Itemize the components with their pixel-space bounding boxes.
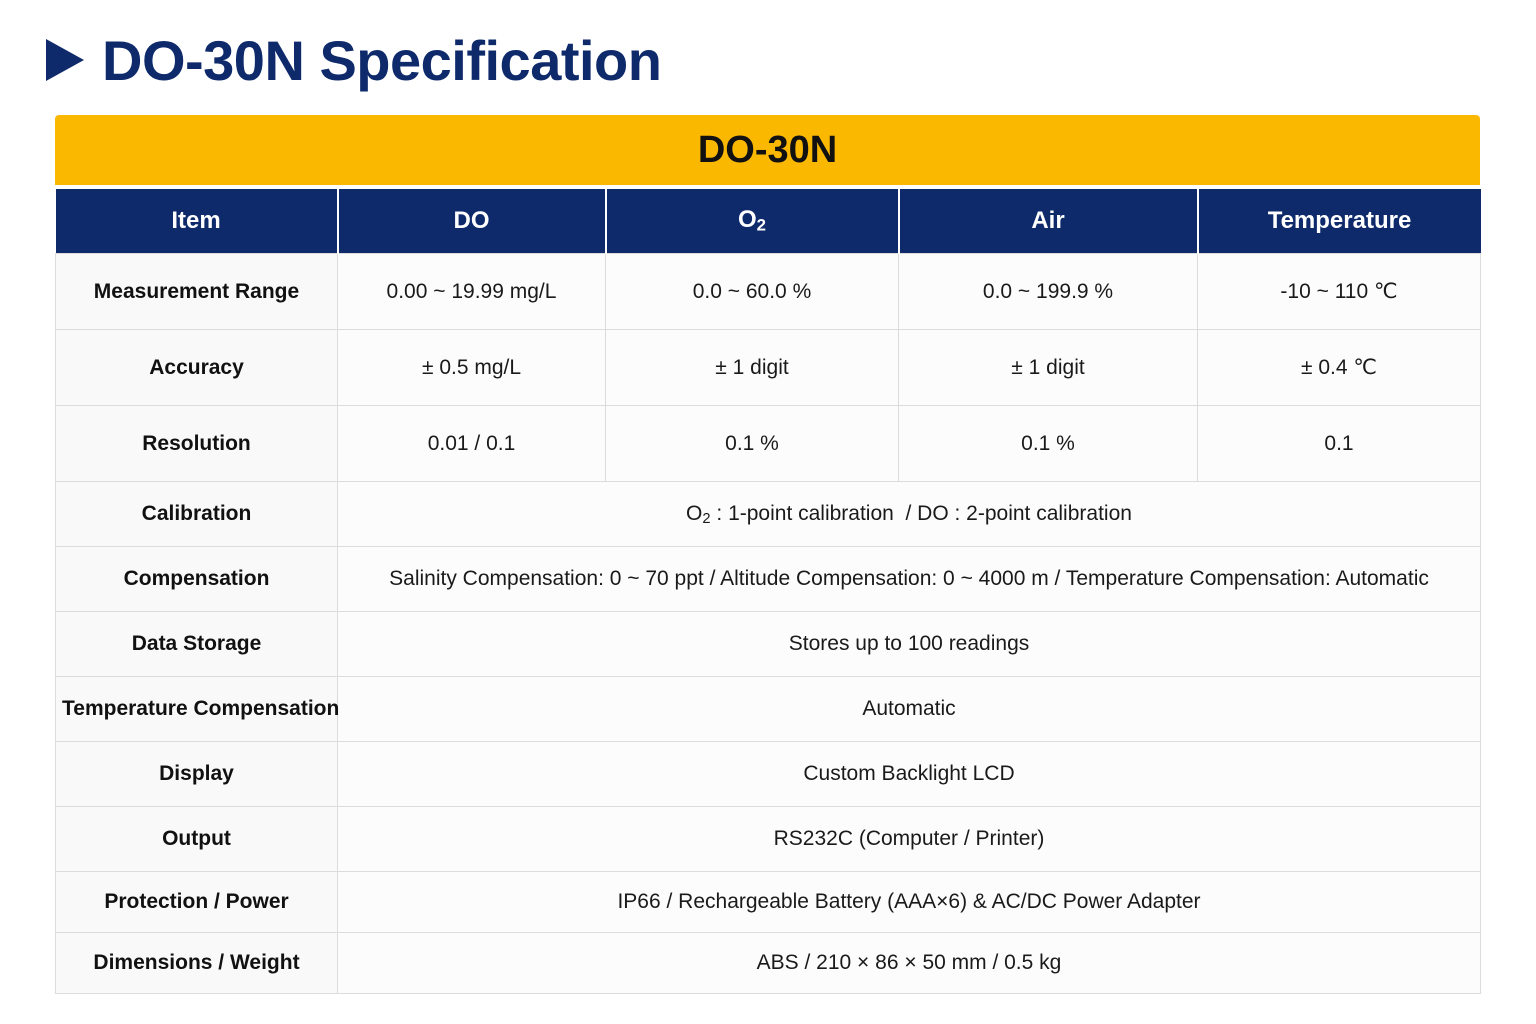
cell-o2: 0.0 ~ 60.0 %	[605, 253, 899, 330]
cell-calibration-value: O2 : 1-point calibration / DO : 2-point …	[337, 481, 1481, 547]
cell-temperature: 0.1	[1197, 405, 1481, 482]
table-row-dimensions-weight: Dimensions / Weight ABS / 210 × 86 × 50 …	[55, 932, 1481, 994]
table-row-data-storage: Data Storage Stores up to 100 readings	[55, 611, 1481, 677]
row-label: Compensation	[55, 546, 338, 612]
cell-do: ± 0.5 mg/L	[337, 329, 606, 406]
table-row-resolution: Resolution 0.01 / 0.1 0.1 % 0.1 % 0.1	[55, 405, 1481, 482]
page-header: DO-30N Specification	[46, 24, 662, 96]
cell-air: 0.1 %	[898, 405, 1198, 482]
spec-sheet: DO-30N Item DO O2 Air Temperature Measur…	[55, 115, 1481, 994]
row-label: Temperature Compensation	[55, 676, 339, 742]
column-header-o2: O2	[604, 189, 900, 254]
table-row-protection-power: Protection / Power IP66 / Rechargeable B…	[55, 871, 1481, 933]
table-row-calibration: Calibration O2 : 1-point calibration / D…	[55, 481, 1481, 547]
row-label: Data Storage	[55, 611, 338, 677]
o2-subscript: 2	[756, 215, 766, 235]
row-label: Dimensions / Weight	[55, 932, 338, 994]
column-header-air: Air	[897, 189, 1199, 254]
cell-display-value: Custom Backlight LCD	[337, 741, 1481, 807]
cell-compensation-value: Salinity Compensation: 0 ~ 70 ppt / Alti…	[337, 546, 1481, 612]
cell-air: 0.0 ~ 199.9 %	[898, 253, 1198, 330]
table-row-temperature-compensation: Temperature Compensation Automatic	[55, 676, 1481, 742]
cell-data-storage-value: Stores up to 100 readings	[337, 611, 1481, 677]
cell-o2: ± 1 digit	[605, 329, 899, 406]
row-label: Measurement Range	[55, 253, 338, 330]
column-header-temperature: Temperature	[1196, 189, 1481, 254]
cell-temperature-compensation-value: Automatic	[337, 676, 1481, 742]
cell-temperature: ± 0.4 ℃	[1197, 329, 1481, 406]
cell-air: ± 1 digit	[898, 329, 1198, 406]
cell-output-value: RS232C (Computer / Printer)	[337, 806, 1481, 872]
row-label: Protection / Power	[55, 871, 338, 933]
cell-do: 0.01 / 0.1	[337, 405, 606, 482]
calibration-text: : 1-point calibration / DO : 2-point cal…	[710, 501, 1132, 525]
row-label: Calibration	[55, 481, 338, 547]
cell-temperature: -10 ~ 110 ℃	[1197, 253, 1481, 330]
o2-subscript: 2	[702, 510, 711, 527]
column-header-do: DO	[336, 189, 607, 254]
o2-symbol: O	[737, 206, 757, 234]
table-row-accuracy: Accuracy ± 0.5 mg/L ± 1 digit ± 1 digit …	[55, 329, 1481, 406]
page-title: DO-30N Specification	[102, 28, 662, 92]
cell-protection-power-value: IP66 / Rechargeable Battery (AAA×6) & AC…	[337, 871, 1481, 933]
model-banner: DO-30N	[55, 115, 1480, 185]
spec-table: Item DO O2 Air Temperature Measurement R…	[55, 189, 1481, 994]
table-row-compensation: Compensation Salinity Compensation: 0 ~ …	[55, 546, 1481, 612]
table-row-measurement-range: Measurement Range 0.00 ~ 19.99 mg/L 0.0 …	[55, 253, 1481, 330]
row-label: Accuracy	[55, 329, 338, 406]
row-label: Display	[55, 741, 338, 807]
table-row-display: Display Custom Backlight LCD	[55, 741, 1481, 807]
row-label: Resolution	[55, 405, 338, 482]
table-row-output: Output RS232C (Computer / Printer)	[55, 806, 1481, 872]
table-header-row: Item DO O2 Air Temperature	[55, 189, 1481, 254]
cell-do: 0.00 ~ 19.99 mg/L	[337, 253, 606, 330]
play-arrow-icon	[46, 39, 84, 81]
cell-dimensions-weight-value: ABS / 210 × 86 × 50 mm / 0.5 kg	[337, 932, 1481, 994]
o2-symbol: O	[686, 501, 703, 525]
cell-o2: 0.1 %	[605, 405, 899, 482]
column-header-item: Item	[55, 189, 339, 254]
row-label: Output	[55, 806, 338, 872]
